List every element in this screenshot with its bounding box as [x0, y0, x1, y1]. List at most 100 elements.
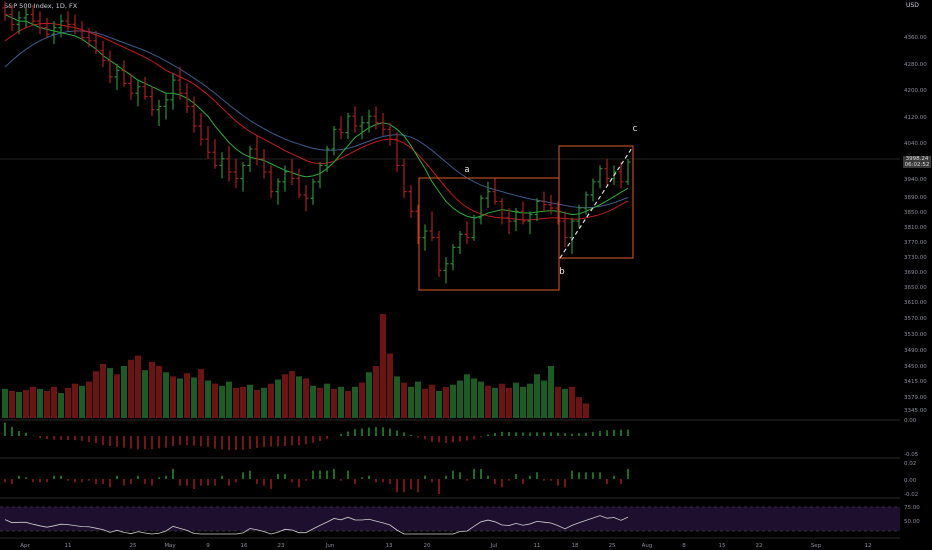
- volume-bar: [268, 383, 274, 418]
- ohlc-bar: [597, 165, 603, 189]
- time-axis-label: 25: [609, 543, 616, 549]
- volume-bar: [2, 388, 8, 418]
- volume-bar: [541, 380, 547, 418]
- last-price-badge: 3998.24 06:02:52: [903, 156, 931, 168]
- ohlc-bar: [471, 214, 477, 241]
- volume-bar: [121, 366, 127, 418]
- ohlc-bar: [394, 132, 400, 172]
- volume-bar: [30, 386, 36, 418]
- ohlc-bar: [401, 158, 407, 199]
- ohlc-bar: [569, 217, 575, 254]
- volume-bar: [86, 381, 92, 418]
- volume-bar: [282, 374, 288, 418]
- time-axis-label: 11: [65, 543, 72, 549]
- ohlc-bar: [23, 8, 29, 28]
- volume-bar: [226, 381, 232, 418]
- ohlc-bar: [282, 165, 288, 192]
- volume-bar: [149, 361, 155, 418]
- volume-bar: [51, 386, 57, 418]
- ohlc-bar: [415, 204, 421, 245]
- ohlc-bar: [387, 122, 393, 146]
- ohlc-bar: [317, 162, 323, 189]
- ohlc-bar: [366, 109, 372, 133]
- volume-bar: [128, 359, 134, 418]
- price-tick-label: 3450.00: [904, 364, 927, 370]
- volume-bar: [310, 385, 316, 418]
- volume-bar: [492, 387, 498, 418]
- ohlc-bar: [513, 208, 519, 231]
- volume-bar: [254, 389, 260, 418]
- volume-bar: [79, 385, 85, 418]
- price-tick-label: 3940.00: [904, 177, 927, 183]
- trend-line: [559, 147, 633, 259]
- ohlc-bar: [408, 185, 414, 218]
- volume-bar: [387, 353, 393, 418]
- volume-bar: [247, 384, 253, 418]
- price-tick-label: 3650.00: [904, 285, 927, 291]
- ohlc-bar: [436, 230, 442, 277]
- price-tick-label: 3379.00: [904, 395, 927, 401]
- ohlc-bar: [212, 139, 218, 169]
- price-tick-label: 4200.00: [904, 88, 927, 94]
- ohlc-bar: [247, 145, 253, 172]
- ohlc-bar: [79, 21, 85, 41]
- ma-slow-line: [4, 30, 629, 209]
- ohlc-bar: [100, 40, 106, 68]
- volume-bar: [198, 369, 204, 418]
- volume-bar: [429, 384, 435, 418]
- time-axis-label: 25: [130, 543, 137, 549]
- ohlc-bar: [310, 178, 316, 205]
- ohlc-bar: [373, 106, 379, 130]
- ohlc-bar: [261, 149, 267, 179]
- price-tick-label: 3530.00: [904, 332, 927, 338]
- ohlc-bar: [548, 194, 554, 215]
- time-axis-label: 12: [865, 543, 872, 549]
- volume-bar: [317, 387, 323, 418]
- ohlc-bar: [618, 162, 624, 189]
- volume-bar: [373, 366, 379, 418]
- volume-bar: [415, 381, 421, 418]
- ohlc-bar: [583, 191, 589, 215]
- ohlc-bar: [345, 112, 351, 140]
- volume-bar: [170, 376, 176, 418]
- price-tick-label: 4280.00: [904, 62, 927, 68]
- wave-label: c: [633, 124, 638, 134]
- momentum-tick-label: 0.00: [904, 478, 917, 484]
- volume-bar: [562, 388, 568, 418]
- rsi-band: [0, 507, 900, 531]
- momentum-tick-label: -0.02: [904, 492, 918, 498]
- ohlc-bar: [93, 30, 99, 54]
- ohlc-bar: [65, 11, 71, 31]
- ohlc-bar: [520, 201, 526, 225]
- time-axis-label: 13: [386, 543, 393, 549]
- price-tick-label: 4040.00: [904, 141, 927, 147]
- ohlc-bar: [114, 63, 120, 90]
- volume-bar: [93, 371, 99, 418]
- volume-bar: [520, 386, 526, 418]
- momentum-tick-label: 0.02: [904, 461, 916, 467]
- ohlc-bar: [590, 178, 596, 202]
- volume-bar: [37, 388, 43, 418]
- price-tick-label: 3415.00: [904, 379, 927, 385]
- volume-bar: [191, 377, 197, 418]
- ohlc-bar: [359, 116, 365, 140]
- ohlc-bar: [121, 60, 127, 87]
- ohlc-bar: [331, 126, 337, 156]
- ohlc-bar: [296, 168, 302, 199]
- volume-bar: [163, 372, 169, 418]
- ohlc-bar: [492, 178, 498, 205]
- symbol-title: S&P 500 Index, 1D, FX: [4, 2, 78, 10]
- volume-bar: [527, 383, 533, 418]
- price-tick-label: 3690.00: [904, 270, 927, 276]
- ohlc-bar: [478, 194, 484, 225]
- price-tick-label: 3345.00: [904, 408, 927, 414]
- ohlc-bar: [107, 50, 113, 84]
- volume-bar: [184, 373, 190, 418]
- ohlc-bar: [457, 230, 463, 254]
- wave-box-a: [418, 177, 560, 291]
- ohlc-bar: [156, 99, 162, 127]
- last-price: 3998.24: [905, 156, 929, 162]
- volume-bar: [296, 376, 302, 418]
